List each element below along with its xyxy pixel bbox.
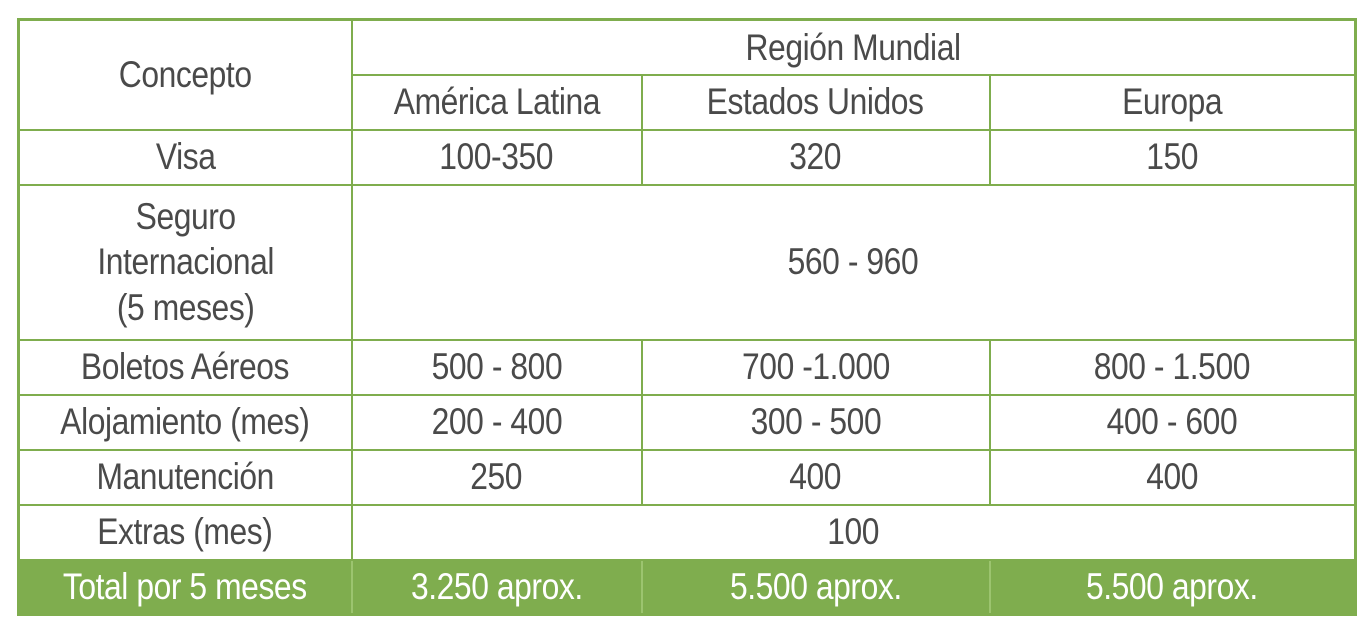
concept-header-cell: Concepto <box>17 18 353 131</box>
value-cell: 150 <box>988 128 1357 186</box>
value-cell: 400 <box>988 448 1357 506</box>
region-header-cell: Región Mundial <box>350 18 1357 76</box>
region-label: Estados Unidos <box>707 81 924 123</box>
header-row-regions: América Latina Estados Unidos Europa <box>19 73 1357 131</box>
total-value: 3.250 aprox. <box>410 566 583 608</box>
table-row-extras: Extras (mes) 100 <box>17 503 1357 561</box>
cell-value: 400 <box>1146 456 1199 498</box>
value-cell: 100-350 <box>350 128 643 186</box>
concept-cell: Seguro Internacional (5 meses) <box>17 183 353 341</box>
concept-cell: Boletos Aéreos <box>17 338 353 396</box>
value-cell: 500 - 800 <box>350 338 643 396</box>
concept-line: Seguro <box>135 196 236 238</box>
merged-value-cell: 100 <box>350 503 1357 561</box>
concept-line: Internacional <box>96 241 274 283</box>
cell-value: 200 - 400 <box>431 401 562 443</box>
table-row-flights: Boletos Aéreos 500 - 800 700 -1.000 800 … <box>17 338 1357 396</box>
value-cell: 300 - 500 <box>640 393 991 451</box>
region-header: Región Mundial <box>745 26 962 68</box>
total-value-cell: 3.250 aprox. <box>350 558 643 616</box>
cell-value: 800 - 1.500 <box>1094 346 1251 388</box>
cell-value: 100-350 <box>439 136 554 178</box>
total-label: Total por 5 meses <box>63 566 308 608</box>
merged-value-cell: 560 - 960 <box>350 183 1357 341</box>
concept-cell: Visa <box>17 128 353 186</box>
region-header-usa: Estados Unidos <box>640 73 991 131</box>
concept-line: (5 meses) <box>116 286 255 328</box>
total-value: 5.500 aprox. <box>729 566 902 608</box>
value-cell: 200 - 400 <box>350 393 643 451</box>
cell-value: 320 <box>789 136 842 178</box>
cell-value: 400 <box>789 456 842 498</box>
concept-cell: Manutención <box>17 448 353 506</box>
value-cell: 800 - 1.500 <box>988 338 1357 396</box>
table-row-total: Total por 5 meses 3.250 aprox. 5.500 apr… <box>17 558 1357 616</box>
total-label-cell: Total por 5 meses <box>17 558 353 616</box>
cell-value: 100 <box>827 511 880 553</box>
concept-label: Extras (mes) <box>97 511 274 553</box>
value-cell: 320 <box>640 128 991 186</box>
region-label: América Latina <box>393 81 600 123</box>
table-row-visa: Visa 100-350 320 150 <box>17 128 1357 186</box>
value-cell: 700 -1.000 <box>640 338 991 396</box>
total-value-cell: 5.500 aprox. <box>640 558 991 616</box>
cell-value: 250 <box>470 456 523 498</box>
concept-label: Boletos Aéreos <box>81 346 290 388</box>
cost-table-container: Concepto Región Mundial América Latina E… <box>17 18 1357 616</box>
cell-value: 400 - 600 <box>1106 401 1238 443</box>
cell-value: 700 -1.000 <box>741 346 890 388</box>
value-cell: 400 <box>640 448 991 506</box>
concept-cell: Alojamiento (mes) <box>17 393 353 451</box>
table-row-insurance: Seguro Internacional (5 meses) 560 - 960 <box>17 183 1357 341</box>
table-row-lodging: Alojamiento (mes) 200 - 400 300 - 500 40… <box>17 393 1357 451</box>
concept-label: Seguro Internacional (5 meses) <box>97 194 274 329</box>
region-label: Europa <box>1122 81 1223 123</box>
region-header-europe: Europa <box>988 73 1357 131</box>
cost-table: Concepto Región Mundial América Latina E… <box>17 18 1357 616</box>
region-header-latam: América Latina <box>350 73 643 131</box>
concept-label: Manutención <box>96 456 275 498</box>
concept-header: Concepto <box>118 54 252 96</box>
cell-value: 300 - 500 <box>750 401 881 443</box>
concept-label: Alojamiento (mes) <box>60 401 311 443</box>
header-row-region: Concepto Región Mundial <box>17 18 1357 131</box>
concept-label: Visa <box>155 136 216 178</box>
value-cell: 250 <box>350 448 643 506</box>
cell-value: 150 <box>1146 136 1199 178</box>
total-value-cell: 5.500 aprox. <box>988 558 1357 616</box>
total-value: 5.500 aprox. <box>1086 566 1259 608</box>
cell-value: 500 - 800 <box>431 346 562 388</box>
value-cell: 400 - 600 <box>988 393 1357 451</box>
concept-cell: Extras (mes) <box>17 503 353 561</box>
cell-value: 560 - 960 <box>787 241 919 283</box>
table-row-maintenance: Manutención 250 400 400 <box>17 448 1357 506</box>
